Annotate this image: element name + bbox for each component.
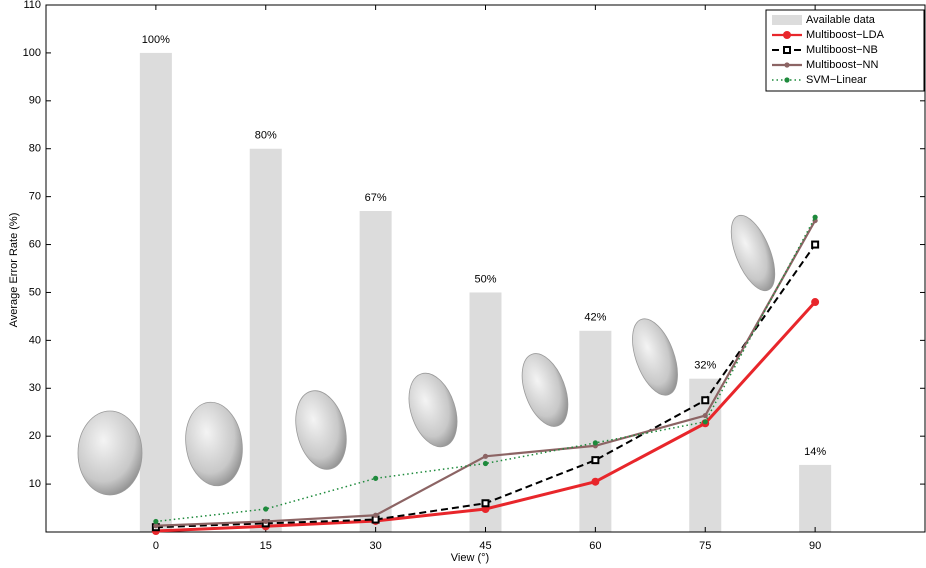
x-tick-label: 30 [370, 540, 382, 552]
y-tick-label: 90 [29, 95, 41, 107]
legend-label: Available data [806, 14, 876, 26]
marker [592, 440, 598, 446]
y-tick-label: 20 [29, 430, 41, 442]
legend-marker [783, 31, 791, 39]
marker [702, 412, 708, 419]
bar-value-label: 67% [365, 192, 387, 204]
bar [359, 211, 392, 532]
face-image [185, 401, 243, 487]
legend-swatch [772, 15, 802, 25]
marker [591, 477, 600, 486]
marker [811, 240, 820, 249]
bar-value-label: 42% [584, 312, 606, 324]
x-tick-label: 60 [589, 540, 601, 552]
bar [799, 464, 832, 532]
face-image [632, 318, 678, 396]
y-tick-label: 80 [29, 143, 41, 155]
bar [139, 52, 172, 533]
y-tick-label: 60 [29, 238, 41, 250]
y-tick-label: 100 [23, 47, 41, 59]
marker [701, 396, 710, 405]
y-axis-label: Average Error Rate (%) [8, 213, 20, 328]
x-tick-label: 15 [260, 540, 272, 552]
bar-value-label: 14% [804, 446, 826, 458]
marker [373, 475, 379, 481]
marker [263, 506, 269, 512]
bar [579, 330, 612, 532]
x-tick-label: 75 [699, 540, 711, 552]
marker [591, 456, 600, 465]
y-tick-label: 110 [23, 0, 41, 11]
legend-marker [783, 46, 791, 54]
bar-value-label: 50% [474, 273, 496, 285]
x-axis-label: View (°) [451, 552, 489, 564]
legend-label: Multiboost−NB [806, 44, 878, 56]
bar-value-label: 80% [255, 130, 277, 142]
bar [249, 148, 282, 532]
marker [263, 518, 269, 525]
legend: Available data Multiboost−LDA Multiboost−N… [765, 9, 925, 92]
y-tick-label: 40 [29, 334, 41, 346]
marker [482, 460, 489, 467]
legend-label: SVM−Linear [806, 74, 867, 86]
marker [153, 523, 159, 529]
marker [153, 518, 159, 525]
legend-marker [784, 62, 790, 68]
face-image [77, 410, 143, 496]
face-image [295, 390, 347, 470]
legend-label: Multiboost−LDA [806, 29, 885, 41]
face-image [408, 372, 458, 448]
x-tick-label: 90 [809, 540, 821, 552]
face-images [77, 214, 776, 496]
y-tick-label: 30 [29, 382, 41, 394]
y-tick-label: 70 [29, 191, 41, 203]
marker [481, 499, 490, 508]
legend-label: Multiboost−NN [806, 59, 879, 71]
marker [373, 512, 379, 518]
face-image [730, 214, 776, 292]
marker [812, 214, 818, 220]
face-image [521, 353, 569, 427]
bar-value-label: 100% [142, 34, 170, 46]
bar [469, 292, 502, 532]
x-tick-label: 45 [479, 540, 491, 552]
y-tick-label: 50 [29, 286, 41, 298]
marker [702, 419, 708, 425]
marker [811, 298, 820, 307]
x-tick-label: 0 [153, 540, 159, 552]
marker [482, 453, 489, 459]
bar-value-label: 32% [694, 360, 716, 372]
legend-marker [784, 77, 790, 83]
y-tick-label: 10 [29, 478, 41, 490]
